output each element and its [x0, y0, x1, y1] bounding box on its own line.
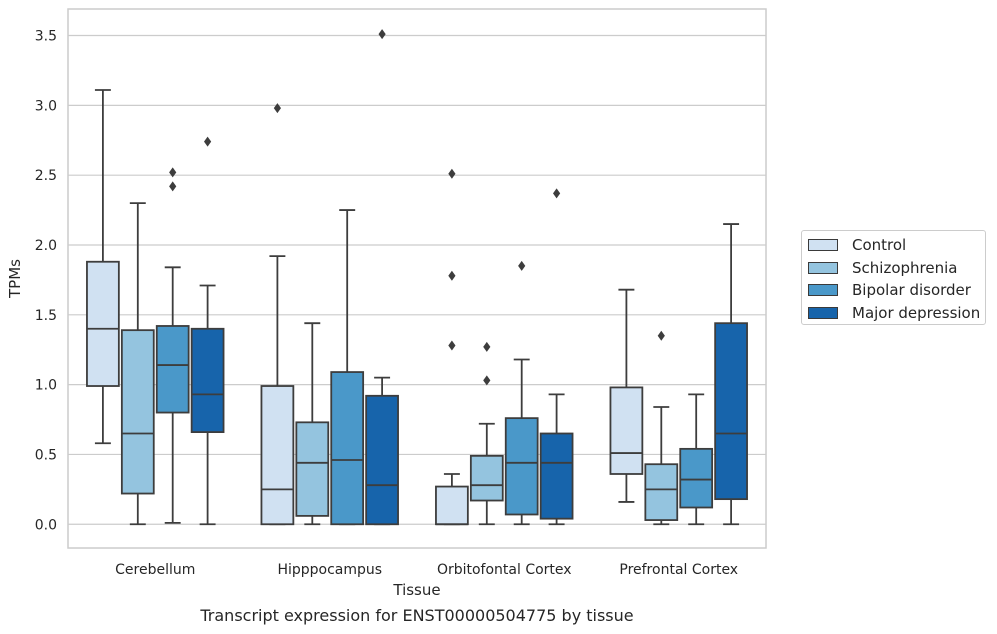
legend-swatch-bipolar-disorder — [808, 284, 838, 297]
box-major-depression-orbitofontal-cortex — [539, 432, 574, 520]
box-schizophrenia-cerebellum — [120, 329, 155, 495]
outlier-major-depression-hipppocampus — [378, 29, 386, 40]
y-tick-label: 2.0 — [35, 238, 57, 254]
legend-swatch-schizophrenia — [808, 261, 838, 274]
box-major-depression-hipppocampus — [365, 394, 399, 526]
chart-caption: Transcript expression for ENST0000050477… — [200, 606, 634, 625]
legend-label-schizophrenia: Schizophrenia — [852, 258, 958, 277]
box-control-cerebellum — [86, 260, 120, 387]
box-bipolar-disorder-hipppocampus — [330, 371, 365, 526]
legend-swatch-control — [808, 239, 838, 252]
y-tick-label: 2.5 — [35, 168, 57, 184]
x-axis-label: Tissue — [392, 581, 440, 599]
x-tick-label: Hipppocampus — [277, 562, 382, 578]
y-tick-label: 1.5 — [35, 308, 57, 324]
outlier-schizophrenia-orbitofontal-cortex — [483, 375, 491, 386]
box-control-orbitofontal-cortex — [435, 485, 469, 526]
legend-item-schizophrenia: Schizophrenia — [808, 257, 985, 280]
y-tick-label: 0.5 — [35, 447, 57, 463]
box-schizophrenia-prefrontal-cortex — [644, 463, 679, 521]
plot-area — [68, 9, 766, 548]
outlier-bipolar-disorder-orbitofontal-cortex — [518, 260, 526, 271]
outlier-control-orbitofontal-cortex — [448, 168, 456, 179]
outlier-control-orbitofontal-cortex — [448, 270, 456, 281]
box-control-prefrontal-cortex — [609, 386, 644, 475]
outlier-major-depression-cerebellum — [204, 136, 212, 147]
x-tick-label: Orbitofontal Cortex — [437, 562, 572, 578]
y-axis-label: TPMs — [6, 259, 24, 299]
outlier-bipolar-disorder-cerebellum — [169, 181, 177, 192]
legend-item-bipolar-disorder: Bipolar disorder — [808, 279, 985, 302]
legend-swatch-major-depression — [808, 306, 838, 319]
box-major-depression-prefrontal-cortex — [714, 322, 748, 501]
legend: Control Schizophrenia Bipolar disorder M… — [801, 230, 986, 325]
outlier-control-orbitofontal-cortex — [448, 340, 456, 351]
plot-frame — [67, 8, 767, 549]
x-tick-label: Cerebellum — [115, 562, 195, 578]
y-tick-label: 0.0 — [35, 517, 57, 533]
outlier-major-depression-orbitofontal-cortex — [553, 188, 561, 199]
box-bipolar-disorder-cerebellum — [155, 325, 190, 414]
legend-item-major-depression: Major depression — [808, 302, 985, 325]
box-control-hipppocampus — [260, 385, 295, 526]
legend-item-control: Control — [808, 234, 985, 257]
x-tick-label: Prefrontal Cortex — [619, 562, 738, 578]
box-schizophrenia-hipppocampus — [295, 421, 330, 517]
legend-label-bipolar-disorder: Bipolar disorder — [852, 281, 971, 300]
box-major-depression-cerebellum — [190, 327, 225, 434]
outlier-schizophrenia-prefrontal-cortex — [657, 330, 665, 341]
legend-label-control: Control — [852, 236, 907, 255]
outlier-control-hipppocampus — [273, 103, 281, 114]
box-bipolar-disorder-prefrontal-cortex — [679, 447, 714, 509]
legend-label-major-depression: Major depression — [852, 303, 981, 322]
y-tick-label: 3.5 — [35, 29, 57, 45]
y-tick-label: 1.0 — [35, 378, 57, 394]
box-bipolar-disorder-orbitofontal-cortex — [504, 417, 539, 516]
y-tick-label: 3.0 — [35, 98, 57, 114]
outlier-schizophrenia-orbitofontal-cortex — [483, 341, 491, 352]
box-schizophrenia-orbitofontal-cortex — [469, 454, 504, 502]
outlier-bipolar-disorder-cerebellum — [169, 167, 177, 178]
